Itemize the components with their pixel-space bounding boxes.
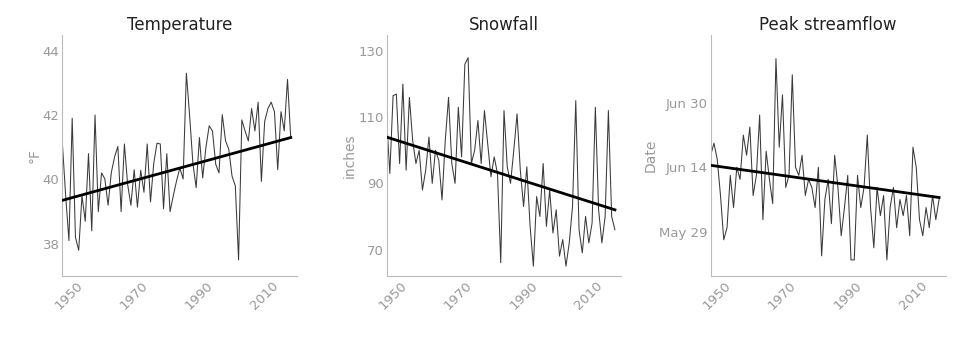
Title: Snowfall: Snowfall [469, 16, 539, 34]
Y-axis label: inches: inches [343, 133, 357, 178]
Title: Temperature: Temperature [127, 16, 232, 34]
Y-axis label: Date: Date [644, 139, 658, 172]
Y-axis label: °F: °F [27, 148, 41, 163]
Title: Peak streamflow: Peak streamflow [759, 16, 897, 34]
